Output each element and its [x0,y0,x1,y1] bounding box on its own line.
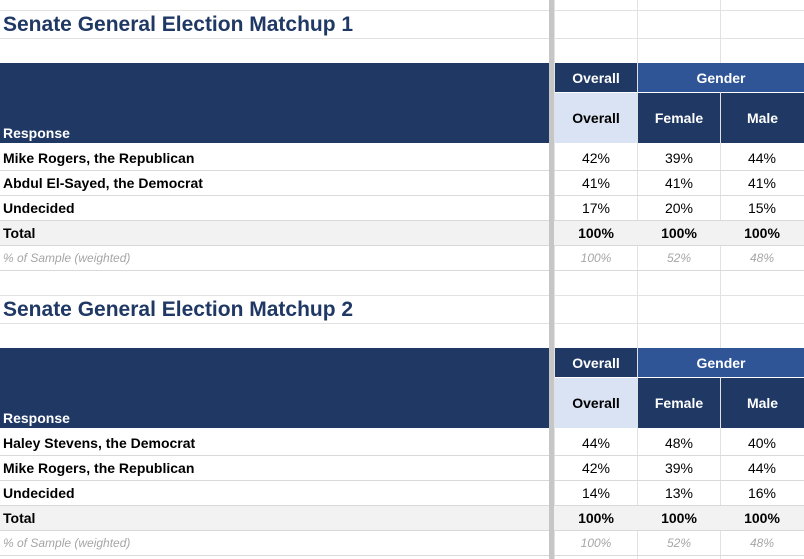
cell-overall: 41% [581,175,611,191]
cell-overall: 14% [581,485,611,501]
cell-female: 39% [664,150,694,166]
row-label: Abdul El-Sayed, the Democrat [3,175,203,191]
frozen-column-divider[interactable] [549,0,554,559]
cell-female: 100% [661,510,697,526]
cell-male: 16% [747,485,777,501]
cell-overall: 100% [578,225,614,241]
cell-overall: 17% [581,200,611,216]
row-divider [0,480,804,481]
total-row[interactable]: Total 100% 100% 100% [0,506,804,531]
response-header: Response [3,410,70,426]
total-label: Total [3,510,36,526]
cell-male: 15% [747,200,777,216]
table-row[interactable]: Undecided 14% 13% 16% [0,481,804,506]
cell-male: 41% [747,175,777,191]
group-header-overall[interactable]: Overall [555,63,637,92]
response-header: Response [3,125,70,141]
cell-male: 100% [744,510,780,526]
sample-row[interactable]: % of Sample (weighted) 100% 52% 48% [0,531,804,556]
sample-label: % of Sample (weighted) [3,536,131,550]
col-header-male[interactable]: Male [721,93,804,143]
cell-male: 44% [747,150,777,166]
col-header-overall[interactable]: Overall [555,378,637,428]
group-header-gender[interactable]: Gender [638,348,804,377]
cell-female: 100% [661,225,697,241]
table-row[interactable]: Haley Stevens, the Democrat 44% 48% 40% [0,431,804,456]
table-row[interactable]: Undecided 17% 20% 15% [0,196,804,221]
row-divider [0,170,804,171]
cell-overall: 100% [580,251,612,265]
header-band [0,348,549,428]
col-header-overall[interactable]: Overall [555,93,637,143]
cell-overall: 100% [578,510,614,526]
row-label: Undecided [3,485,75,501]
grid-line [0,10,804,11]
row-divider [0,555,804,556]
row-label: Mike Rogers, the Republican [3,150,195,166]
sample-label: % of Sample (weighted) [3,251,131,265]
total-label: Total [3,225,36,241]
table-row[interactable]: Mike Rogers, the Republican 42% 39% 44% [0,146,804,171]
grid-line [0,323,804,324]
cell-overall: 44% [581,435,611,451]
row-divider [0,530,804,531]
cell-male: 48% [749,251,775,265]
table-title: Senate General Election Matchup 2 [3,298,354,321]
row-divider [0,195,804,196]
sample-row[interactable]: % of Sample (weighted) 100% 52% 48% [0,246,804,271]
row-divider [0,245,804,246]
header-band [0,63,549,143]
group-header-gender[interactable]: Gender [638,63,804,92]
cell-female: 13% [664,485,694,501]
row-divider [0,455,804,456]
table-row[interactable]: Abdul El-Sayed, the Democrat 41% 41% 41% [0,171,804,196]
cell-male: 40% [747,435,777,451]
col-header-female[interactable]: Female [638,378,720,428]
cell-overall: 42% [581,150,611,166]
cell-overall: 100% [580,536,612,550]
group-header-overall[interactable]: Overall [555,348,637,377]
col-header-female[interactable]: Female [638,93,720,143]
cell-female: 41% [664,175,694,191]
row-label: Mike Rogers, the Republican [3,460,195,476]
cell-female: 52% [666,251,692,265]
cell-male: 100% [744,225,780,241]
row-label: Undecided [3,200,75,216]
cell-female: 20% [664,200,694,216]
cell-female: 48% [664,435,694,451]
cell-female: 39% [664,460,694,476]
cell-male: 48% [749,536,775,550]
row-divider [0,270,804,271]
cell-male: 44% [747,460,777,476]
row-divider [0,505,804,506]
table-row[interactable]: Mike Rogers, the Republican 42% 39% 44% [0,456,804,481]
total-row[interactable]: Total 100% 100% 100% [0,221,804,246]
col-header-male[interactable]: Male [721,378,804,428]
cell-female: 52% [666,536,692,550]
grid-line [0,38,804,39]
grid-line [0,295,804,296]
cell-overall: 42% [581,460,611,476]
table-title: Senate General Election Matchup 1 [3,13,354,36]
row-label: Haley Stevens, the Democrat [3,435,196,451]
row-divider [0,220,804,221]
